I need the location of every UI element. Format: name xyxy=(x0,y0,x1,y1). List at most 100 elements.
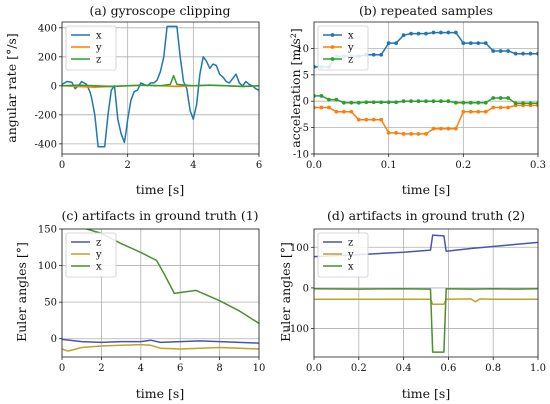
y-tick-label: 400 xyxy=(38,23,57,34)
legend: xyz xyxy=(65,25,117,71)
data-point xyxy=(314,105,316,110)
x-tick-label: 0.0 xyxy=(306,160,322,171)
data-point xyxy=(379,52,384,57)
data-point xyxy=(319,105,324,110)
x-tick-label: 6 xyxy=(256,160,262,171)
data-point xyxy=(394,130,399,135)
y-tick-label: -100 xyxy=(287,324,309,335)
x-tick-label: 2 xyxy=(98,363,104,374)
legend-label: x xyxy=(348,31,354,42)
y-tick-label: -10 xyxy=(293,150,309,161)
data-point xyxy=(364,117,369,122)
panel-a: (a) gyroscope clipping time [s] angular … xyxy=(4,3,262,197)
data-point xyxy=(446,126,451,131)
data-point xyxy=(513,51,518,56)
y-tick-label: 100 xyxy=(290,243,309,254)
data-point xyxy=(371,100,376,105)
data-point xyxy=(536,101,538,106)
legend-label: z xyxy=(348,55,353,66)
plot-frame xyxy=(61,21,260,155)
x-tick-label: 2 xyxy=(124,160,130,171)
data-point xyxy=(461,109,466,114)
x-axis-label: time [s] xyxy=(402,182,450,197)
data-point xyxy=(379,100,384,105)
data-point xyxy=(483,100,488,105)
x-tick-label: 0.2 xyxy=(455,160,471,171)
data-point xyxy=(506,96,511,100)
data-point xyxy=(356,100,361,105)
x-tick-label: 1.0 xyxy=(530,363,546,374)
legend-box xyxy=(65,25,117,71)
data-point xyxy=(439,126,443,131)
data-point xyxy=(371,117,376,122)
data-point xyxy=(409,31,413,36)
series-line-y xyxy=(314,298,538,305)
legend: zyx xyxy=(65,232,117,278)
data-point xyxy=(521,101,525,106)
y-tick-label: 150 xyxy=(38,225,57,236)
data-point xyxy=(439,99,443,104)
data-point xyxy=(461,100,466,105)
data-point xyxy=(314,94,316,98)
data-point xyxy=(327,105,331,110)
x-tick-label: 0 xyxy=(59,160,65,171)
data-point xyxy=(513,101,518,106)
legend-marker xyxy=(330,33,335,37)
data-point xyxy=(319,94,324,98)
data-point xyxy=(498,49,503,53)
data-point xyxy=(431,99,436,104)
data-point xyxy=(521,51,525,56)
y-tick-label: 0 xyxy=(303,283,309,294)
y-tick-label: -400 xyxy=(35,139,57,150)
data-point xyxy=(356,117,361,122)
series-line-x xyxy=(62,25,259,148)
y-tick-label: 0 xyxy=(51,81,57,92)
data-point xyxy=(349,100,354,105)
data-point xyxy=(364,100,369,105)
data-point xyxy=(446,30,451,35)
data-point xyxy=(334,97,339,102)
x-tick-label: 0 xyxy=(59,363,65,374)
legend-label: y xyxy=(347,250,354,261)
data-point xyxy=(394,100,399,105)
data-point xyxy=(498,96,503,100)
y-tick-label: 0 xyxy=(303,97,309,108)
data-point xyxy=(416,99,421,104)
series-line-y xyxy=(62,343,259,352)
data-point xyxy=(401,132,406,136)
y-tick-label: 0 xyxy=(51,334,57,345)
plot-frame xyxy=(313,228,539,358)
y-tick-label: 10 xyxy=(296,44,309,55)
x-axis-label: time [s] xyxy=(402,386,450,401)
plot-frame xyxy=(61,228,260,358)
data-point xyxy=(386,130,391,135)
data-point xyxy=(416,31,421,36)
data-point xyxy=(431,30,436,35)
legend-label: y xyxy=(95,250,102,261)
data-point xyxy=(314,64,316,69)
data-point xyxy=(453,30,458,35)
x-tick-label: 8 xyxy=(216,363,222,374)
data-point xyxy=(341,109,346,114)
legend-box xyxy=(65,232,117,278)
data-point xyxy=(409,132,413,136)
series-line-z xyxy=(62,74,259,88)
data-point xyxy=(491,49,496,53)
legend: xyz xyxy=(317,25,369,71)
data-point xyxy=(491,105,496,110)
data-point xyxy=(468,41,473,46)
chart-title: (d) artifacts in ground truth (2) xyxy=(327,208,525,223)
data-point xyxy=(536,51,538,56)
x-tick-label: 6 xyxy=(177,363,183,374)
data-point xyxy=(476,109,481,114)
data-point xyxy=(379,117,384,122)
data-point xyxy=(341,100,346,105)
x-tick-label: 0.8 xyxy=(485,363,501,374)
plot-frame xyxy=(313,21,539,155)
data-point xyxy=(371,52,376,57)
data-point xyxy=(498,105,503,110)
x-tick-label: 4 xyxy=(138,363,144,374)
data-point xyxy=(401,33,406,38)
data-point xyxy=(528,51,533,56)
